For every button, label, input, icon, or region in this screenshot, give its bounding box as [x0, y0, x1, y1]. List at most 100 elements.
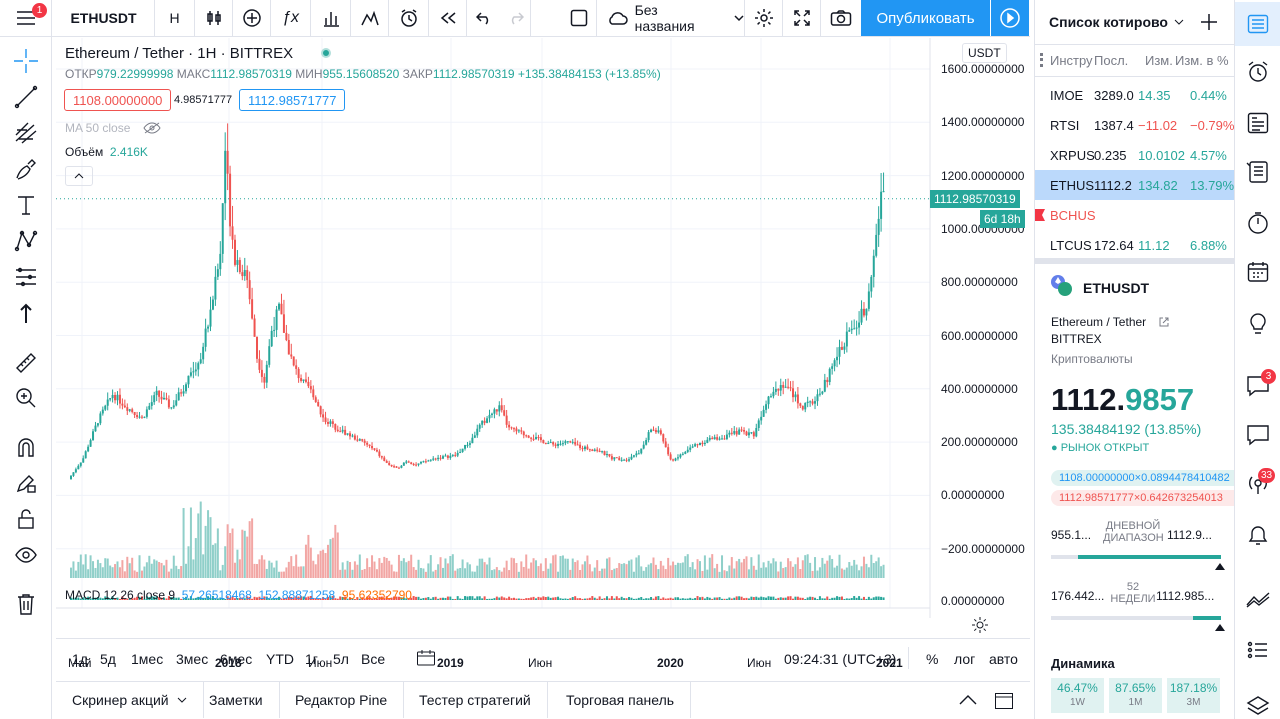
hide-drawings-tool[interactable]: [0, 537, 52, 573]
macd-histogram-bar: [72, 597, 75, 600]
candle: [530, 437, 533, 439]
prediction-tool[interactable]: [0, 259, 52, 295]
compare-button[interactable]: [233, 0, 271, 36]
tab-strategy-tester[interactable]: Тестер стратегий: [403, 682, 548, 718]
range-button[interactable]: 3мес: [176, 651, 209, 667]
news-rail-button[interactable]: [1235, 150, 1280, 194]
dom-rail-button[interactable]: [1235, 628, 1280, 672]
clock[interactable]: 09:24:31 (UTC+3): [784, 651, 897, 667]
ruler-tool[interactable]: [0, 345, 52, 381]
ask-button[interactable]: 1112.98571777: [239, 89, 346, 111]
brush-tool[interactable]: [0, 151, 52, 187]
replay-button[interactable]: [429, 0, 467, 36]
watchlist-rail-button[interactable]: [1235, 2, 1280, 46]
range-button[interactable]: 6мес: [220, 651, 253, 667]
alert-button[interactable]: [389, 0, 429, 36]
range-button[interactable]: 5д: [100, 651, 116, 667]
col-instrument[interactable]: Инстру: [1050, 53, 1093, 68]
fullscreen-button[interactable]: [783, 0, 821, 36]
range-button[interactable]: YTD: [266, 651, 294, 667]
remove-drawings-tool[interactable]: [0, 586, 52, 622]
range-button[interactable]: 5л: [333, 651, 349, 667]
layout-name-button[interactable]: Без названия: [597, 0, 745, 36]
financials-button[interactable]: [311, 0, 351, 36]
watchlist-row[interactable]: RTSI 1387.4 −11.02 −0.79%: [1035, 110, 1234, 140]
publish-button[interactable]: Опубликовать: [861, 0, 990, 36]
candle: [672, 459, 675, 461]
crosshair-tool[interactable]: [0, 43, 52, 79]
ideas-rail-button[interactable]: [1235, 302, 1280, 346]
tab-notes[interactable]: Заметки: [193, 682, 280, 718]
volume-bar: [136, 571, 139, 578]
pattern-tool[interactable]: [0, 223, 52, 259]
snapshot-button[interactable]: [821, 0, 861, 36]
add-symbol-icon[interactable]: [1200, 13, 1218, 31]
layout-grid-button[interactable]: [561, 0, 597, 36]
range-button[interactable]: Все: [361, 651, 386, 667]
tab-screener[interactable]: Скринер акций: [56, 682, 204, 718]
fib-tool[interactable]: [0, 115, 52, 151]
collapse-legend-button[interactable]: [65, 166, 93, 186]
lock-drawings-tool[interactable]: [0, 465, 52, 501]
chart-settings-icon[interactable]: [971, 616, 989, 634]
streams-rail-button[interactable]: 33: [1235, 462, 1280, 506]
chevron-up-icon[interactable]: [959, 694, 977, 706]
chats-rail-button[interactable]: 3: [1235, 364, 1280, 408]
watchlist-row[interactable]: BCHUS: [1035, 200, 1234, 230]
notifications-rail-button[interactable]: [1235, 513, 1280, 557]
col-change[interactable]: Изм.: [1145, 53, 1173, 68]
market-rail-button[interactable]: [1235, 578, 1280, 622]
watchlist-row[interactable]: ETHUS 1112.2 134.82 13.79%: [1035, 170, 1234, 200]
maximize-panel-icon[interactable]: [994, 692, 1014, 710]
watchlist-row[interactable]: XRPUS 0.235 10.0102 4.57%: [1035, 140, 1234, 170]
arrow-tool[interactable]: [0, 295, 52, 331]
goto-date-icon[interactable]: [416, 649, 436, 667]
marker-triangle-icon: [1215, 563, 1225, 570]
price-chart[interactable]: [56, 38, 1030, 638]
templates-button[interactable]: [351, 0, 389, 36]
text-tool[interactable]: [0, 187, 52, 223]
messages-rail-button[interactable]: [1235, 413, 1280, 457]
watchlist-row[interactable]: LTCUS 172.64 11.12 6.88%: [1035, 230, 1234, 260]
alerts-rail-button[interactable]: [1235, 50, 1280, 94]
trendline-tool[interactable]: [0, 79, 52, 115]
publish-idea-menu-button[interactable]: [991, 0, 1029, 36]
data-window-rail-button[interactable]: [1235, 101, 1280, 145]
percent-toggle[interactable]: %: [926, 651, 939, 667]
hotlists-rail-button[interactable]: [1235, 201, 1280, 245]
bid-button[interactable]: 1108.00000000: [64, 89, 172, 111]
chart-pane[interactable]: Ethereum / Tether · 1H · BITTREX USDT ОТ…: [56, 38, 1030, 670]
volume-bar: [356, 564, 359, 578]
ohlc-legend: ОТКР979.22999998 МАКС1112.98570319 МИН95…: [65, 67, 661, 81]
settings-button[interactable]: [745, 0, 783, 36]
col-change-pct[interactable]: Изм. в %: [1175, 53, 1229, 68]
volume-bar: [664, 569, 667, 578]
watchlist-row[interactable]: IMOE 3289.0 14.35 0.44%: [1035, 80, 1234, 110]
lock-tool[interactable]: [0, 501, 52, 537]
range-button[interactable]: 1д: [72, 651, 88, 667]
log-toggle[interactable]: лог: [954, 651, 976, 667]
tab-pine-editor[interactable]: Редактор Pine: [279, 682, 405, 718]
auto-toggle[interactable]: авто: [989, 651, 1018, 667]
tab-trading-panel[interactable]: Торговая панель: [550, 682, 692, 718]
magnet-tool[interactable]: [0, 429, 52, 465]
main-menu-button[interactable]: 1: [0, 0, 52, 36]
panel-splitter[interactable]: [1035, 258, 1234, 264]
indicators-button[interactable]: ƒx: [271, 0, 311, 36]
flag-icon: [1035, 209, 1045, 221]
layers-rail-button[interactable]: [1235, 684, 1280, 719]
symbol-search-button[interactable]: ETHUSDT: [53, 0, 155, 36]
watchlist-title-button[interactable]: Список котирово: [1049, 14, 1184, 30]
col-last[interactable]: Посл.: [1094, 53, 1129, 68]
drag-handle-icon[interactable]: [1040, 53, 1043, 67]
undo-button[interactable]: [467, 0, 501, 36]
range-button[interactable]: 1мес: [131, 651, 164, 667]
interval-button[interactable]: Н: [155, 0, 195, 36]
range-button[interactable]: 1г: [305, 651, 318, 667]
redo-button[interactable]: [501, 0, 531, 36]
chart-type-button[interactable]: [195, 0, 233, 36]
calendar-rail-button[interactable]: [1235, 250, 1280, 294]
external-link-icon[interactable]: [1158, 316, 1170, 328]
eye-hidden-icon[interactable]: [143, 122, 161, 134]
zoom-tool[interactable]: [0, 380, 52, 416]
